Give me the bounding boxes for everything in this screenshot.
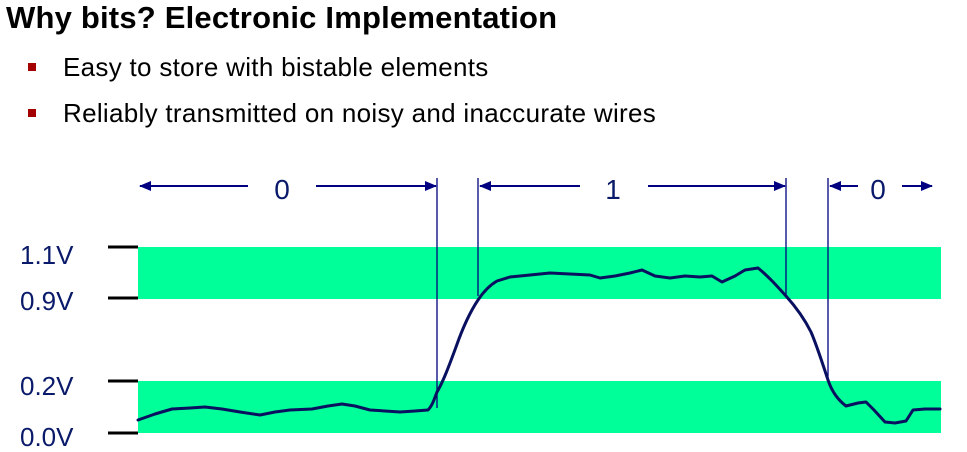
bullet-square-icon xyxy=(28,109,36,117)
bullet-text: Reliably transmitted on noisy and inaccu… xyxy=(63,98,657,128)
voltage-label-0-9v: 0.9V xyxy=(20,286,74,316)
signal-waveform xyxy=(136,266,942,425)
bit-label-0-first: 0 xyxy=(274,174,290,205)
bit-label-0-second: 0 xyxy=(870,174,886,205)
slide-title: Why bits? Electronic Implementation xyxy=(6,0,558,35)
voltage-label-1-1v: 1.1V xyxy=(20,240,74,270)
voltage-label-0-2v: 0.2V xyxy=(20,371,74,401)
bullet-text: Easy to store with bistable elements xyxy=(63,52,489,82)
bit-label-1: 1 xyxy=(605,174,621,205)
voltage-label-0-0v: 0.0V xyxy=(20,422,74,452)
low-voltage-band xyxy=(138,381,941,433)
bullet-square-icon xyxy=(28,63,36,71)
